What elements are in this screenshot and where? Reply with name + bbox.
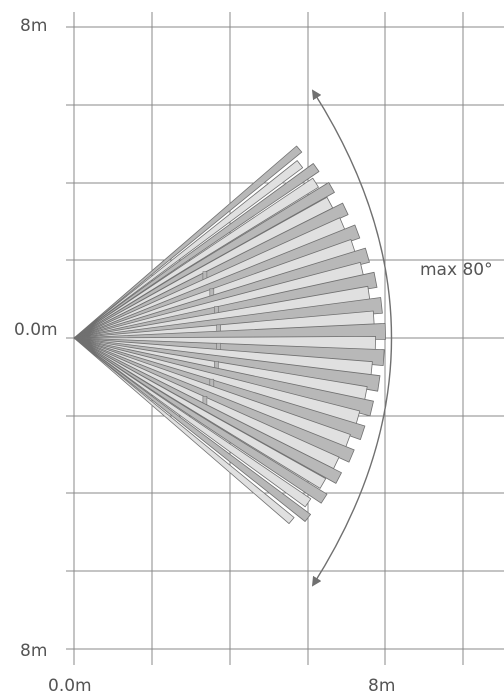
detection-beam bbox=[73, 337, 295, 524]
detection-beam bbox=[73, 337, 327, 489]
detection-beams bbox=[73, 145, 387, 524]
x-axis-label-origin: 0.0m bbox=[48, 676, 92, 696]
y-axis-label-bottom: 8m bbox=[20, 641, 48, 661]
max-angle-label: max 80° bbox=[420, 260, 493, 280]
y-axis-label-center: 0.0m bbox=[14, 320, 58, 340]
detection-beam bbox=[73, 337, 328, 504]
x-axis-label-range: 8m bbox=[368, 676, 396, 696]
max-angle-arc bbox=[311, 89, 393, 587]
y-axis-label-top: 8m bbox=[20, 16, 48, 36]
detection-beam bbox=[73, 337, 312, 522]
angle-arc-arrow bbox=[311, 89, 393, 587]
detection-beam bbox=[73, 337, 312, 508]
detection-beam bbox=[73, 160, 304, 339]
detection-beam bbox=[73, 145, 303, 339]
